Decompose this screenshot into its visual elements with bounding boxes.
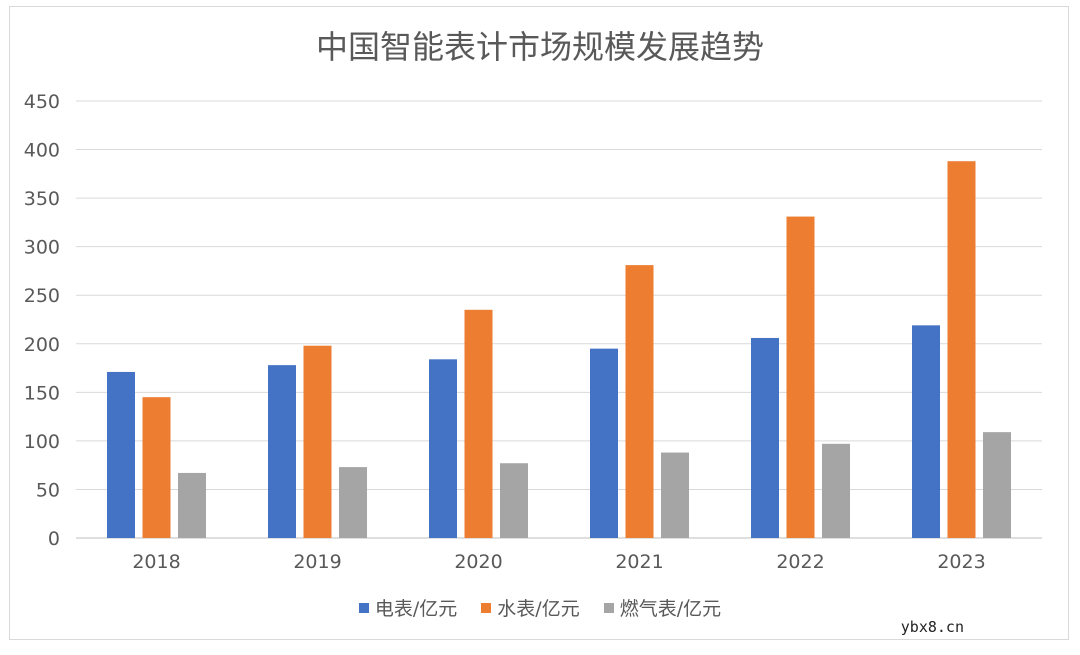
legend: 电表/亿元 水表/亿元 燃气表/亿元 bbox=[0, 594, 1080, 621]
bar-2023-series-0 bbox=[912, 325, 940, 538]
y-tick-label: 50 bbox=[36, 479, 60, 501]
bar-2023-series-1 bbox=[947, 161, 976, 538]
x-tick-label: 2022 bbox=[776, 551, 824, 573]
y-tick-label: 350 bbox=[24, 188, 60, 210]
x-tick-label: 2020 bbox=[454, 551, 502, 573]
y-tick-label: 400 bbox=[24, 140, 60, 162]
y-tick-label: 250 bbox=[24, 285, 60, 307]
y-tick-label: 150 bbox=[24, 382, 60, 404]
y-tick-label: 100 bbox=[24, 431, 60, 453]
legend-item-water: 水表/亿元 bbox=[481, 594, 580, 621]
bar-2019-series-2 bbox=[339, 467, 367, 538]
bar-2021-series-2 bbox=[661, 452, 689, 538]
bar-2021-series-1 bbox=[625, 265, 654, 538]
legend-item-electric: 电表/亿元 bbox=[358, 594, 458, 621]
bar-2023-series-2 bbox=[983, 432, 1011, 538]
bar-2018-series-0 bbox=[107, 371, 135, 538]
x-tick-label: 2023 bbox=[937, 551, 985, 573]
bar-2021-series-0 bbox=[590, 348, 618, 538]
bar-2019-series-0 bbox=[268, 365, 296, 538]
legend-item-gas: 燃气表/亿元 bbox=[603, 594, 722, 621]
x-tick-label: 2018 bbox=[132, 551, 180, 573]
legend-swatch-gas bbox=[603, 602, 614, 613]
legend-label-water: 水表/亿元 bbox=[497, 598, 580, 620]
legend-label-gas: 燃气表/亿元 bbox=[619, 598, 722, 620]
bar-2020-series-2 bbox=[500, 463, 528, 538]
legend-label-electric: 电表/亿元 bbox=[374, 598, 458, 620]
y-tick-label: 200 bbox=[24, 334, 60, 356]
watermark: ybx8.cn bbox=[900, 618, 964, 636]
y-tick-label: 300 bbox=[24, 237, 60, 259]
bar-2022-series-1 bbox=[786, 216, 815, 538]
y-tick-label: 450 bbox=[24, 91, 60, 113]
bar-2022-series-2 bbox=[822, 443, 850, 538]
bar-2020-series-1 bbox=[464, 309, 493, 538]
bar-2018-series-2 bbox=[178, 472, 206, 538]
x-tick-label: 2021 bbox=[615, 551, 663, 573]
legend-swatch-water bbox=[481, 602, 492, 613]
bar-2018-series-1 bbox=[142, 397, 171, 538]
bar-2022-series-0 bbox=[751, 337, 779, 538]
x-tick-label: 2019 bbox=[293, 551, 341, 573]
chart-title: 中国智能表计市场规模发展趋势 bbox=[315, 28, 764, 66]
bar-2019-series-1 bbox=[303, 345, 332, 538]
legend-swatch-electric bbox=[358, 602, 369, 613]
bar-2020-series-0 bbox=[429, 359, 457, 538]
y-tick-label: 0 bbox=[48, 528, 60, 550]
